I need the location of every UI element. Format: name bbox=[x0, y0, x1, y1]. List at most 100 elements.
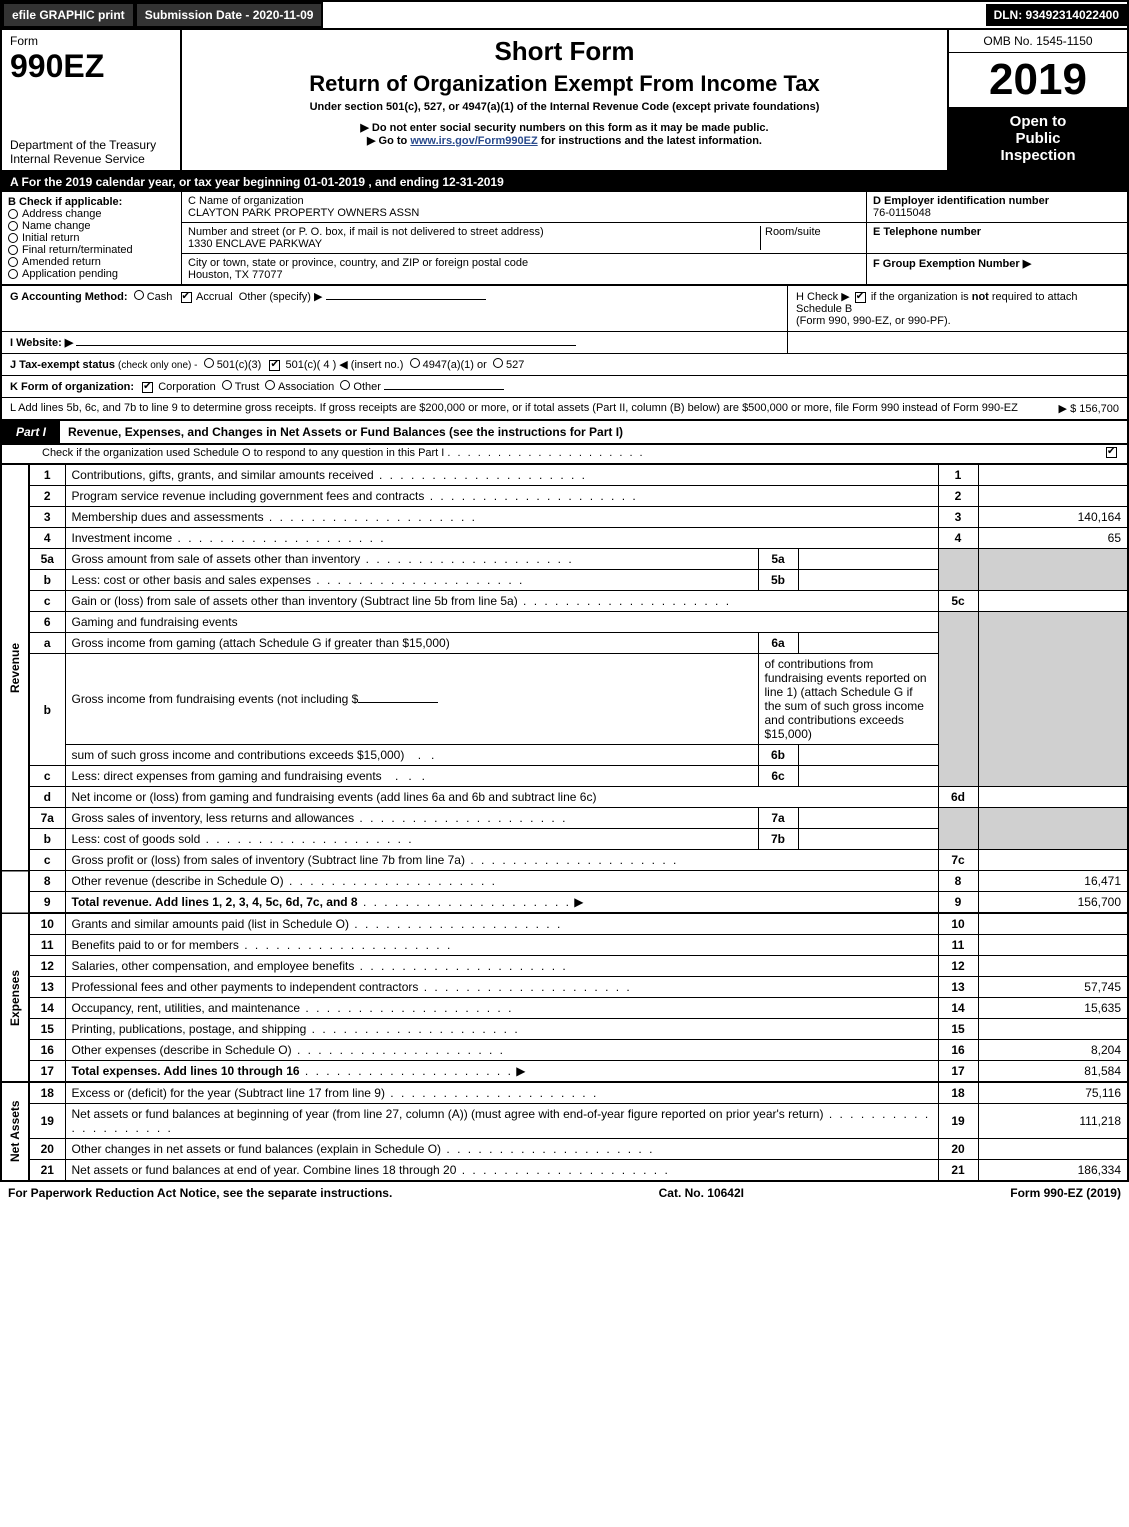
section-b: B Check if applicable: Address change Na… bbox=[2, 192, 182, 284]
b-header: B Check if applicable: bbox=[8, 196, 175, 208]
l-text: L Add lines 5b, 6c, and 7b to line 9 to … bbox=[10, 402, 1049, 415]
tax-year: 2019 bbox=[949, 53, 1127, 107]
line-13-desc: Professional fees and other payments to … bbox=[65, 977, 938, 998]
line-11-val bbox=[978, 935, 1128, 956]
g-cash[interactable]: Cash bbox=[147, 291, 173, 303]
line-7a-val bbox=[798, 808, 938, 829]
ssn-note: ▶ Do not enter social security numbers o… bbox=[192, 121, 937, 134]
line-20-val bbox=[978, 1139, 1128, 1160]
h-check[interactable] bbox=[855, 292, 866, 303]
h-not: not bbox=[972, 291, 989, 303]
net-assets-side-label: Net Assets bbox=[1, 1082, 29, 1181]
c-city-label: City or town, state or province, country… bbox=[188, 257, 860, 269]
line-6-num: 6 bbox=[29, 612, 65, 633]
open-line3: Inspection bbox=[955, 147, 1121, 164]
d-ein-label: D Employer identification number bbox=[873, 195, 1121, 207]
line-3-num: 3 bbox=[29, 507, 65, 528]
submission-date: Submission Date - 2020-11-09 bbox=[135, 2, 324, 28]
efile-print-button[interactable]: efile GRAPHIC print bbox=[2, 2, 135, 28]
line-18-desc: Excess or (deficit) for the year (Subtra… bbox=[65, 1082, 938, 1104]
line-13-num: 13 bbox=[29, 977, 65, 998]
j-4947[interactable]: 4947(a)(1) or bbox=[423, 359, 487, 371]
goto-post: for instructions and the latest informat… bbox=[541, 135, 762, 147]
line-12-num: 12 bbox=[29, 956, 65, 977]
org-city: Houston, TX 77077 bbox=[188, 269, 860, 281]
b-final-return[interactable]: Final return/terminated bbox=[8, 244, 175, 256]
b-initial-return[interactable]: Initial return bbox=[8, 232, 175, 244]
short-form-title: Short Form bbox=[192, 36, 937, 67]
j-small: (check only one) - bbox=[118, 360, 197, 371]
irs: Internal Revenue Service bbox=[10, 152, 172, 166]
k-assoc[interactable]: Association bbox=[278, 381, 334, 393]
line-10-desc: Grants and similar amounts paid (list in… bbox=[65, 913, 938, 935]
line-10-num: 10 bbox=[29, 913, 65, 935]
j-501c-check[interactable] bbox=[269, 360, 280, 371]
return-title: Return of Organization Exempt From Incom… bbox=[192, 71, 937, 97]
j-tax-exempt: J Tax-exempt status (check only one) - 5… bbox=[2, 354, 1127, 375]
line-6c-val bbox=[798, 766, 938, 787]
line-17-val: 81,584 bbox=[978, 1061, 1128, 1083]
c-name-label: C Name of organization bbox=[188, 195, 860, 207]
k-corp: Corporation bbox=[158, 381, 215, 393]
h-pre: H Check ▶ bbox=[796, 291, 853, 303]
i-website: I Website: ▶ bbox=[2, 332, 787, 353]
l-gross-receipts: L Add lines 5b, 6c, and 7b to line 9 to … bbox=[2, 398, 1127, 419]
line-12-desc: Salaries, other compensation, and employ… bbox=[65, 956, 938, 977]
line-5a-desc: Gross amount from sale of assets other t… bbox=[65, 549, 758, 570]
line-2-val bbox=[978, 486, 1128, 507]
line-4-val: 65 bbox=[978, 528, 1128, 549]
line-6a-num: a bbox=[29, 633, 65, 654]
line-5b-val bbox=[798, 570, 938, 591]
b-address-change[interactable]: Address change bbox=[8, 208, 175, 220]
line-6d-num: d bbox=[29, 787, 65, 808]
line-1-desc: Contributions, gifts, grants, and simila… bbox=[65, 465, 938, 486]
goto-note: ▶ Go to www.irs.gov/Form990EZ for instru… bbox=[192, 134, 937, 147]
line-14-desc: Occupancy, rent, utilities, and maintena… bbox=[65, 998, 938, 1019]
line-1-val bbox=[978, 465, 1128, 486]
f-group-label: F Group Exemption Number ▶ bbox=[873, 257, 1121, 270]
expenses-side-label: Expenses bbox=[1, 913, 29, 1082]
line-5c-num: c bbox=[29, 591, 65, 612]
j-527[interactable]: 527 bbox=[506, 359, 524, 371]
line-14-num: 14 bbox=[29, 998, 65, 1019]
line-6a-val bbox=[798, 633, 938, 654]
line-5a-val bbox=[798, 549, 938, 570]
b-application-pending[interactable]: Application pending bbox=[8, 268, 175, 280]
ein: 76-0115048 bbox=[873, 207, 1121, 219]
g-accrual: Accrual bbox=[196, 291, 233, 303]
line-3-desc: Membership dues and assessments bbox=[65, 507, 938, 528]
line-16-val: 8,204 bbox=[978, 1040, 1128, 1061]
line-3-val: 140,164 bbox=[978, 507, 1128, 528]
j-501c3[interactable]: 501(c)(3) bbox=[217, 359, 262, 371]
part1-check[interactable] bbox=[1106, 447, 1117, 458]
line-6a-desc: Gross income from gaming (attach Schedul… bbox=[65, 633, 758, 654]
b-amended-return[interactable]: Amended return bbox=[8, 256, 175, 268]
line-8-val: 16,471 bbox=[978, 871, 1128, 892]
k-corp-check[interactable] bbox=[142, 382, 153, 393]
line-18-val: 75,116 bbox=[978, 1082, 1128, 1104]
g-accrual-check[interactable] bbox=[181, 292, 192, 303]
goto-pre: ▶ Go to bbox=[367, 135, 410, 147]
k-form-org: K Form of organization: Corporation Trus… bbox=[2, 376, 1127, 397]
section-a: A For the 2019 calendar year, or tax yea… bbox=[0, 172, 1129, 286]
part1-tab: Part I bbox=[2, 421, 60, 443]
line-5-shade bbox=[938, 549, 978, 591]
line-7c-val bbox=[978, 850, 1128, 871]
dln: DLN: 93492314022400 bbox=[986, 4, 1127, 26]
line-6b-desc2: sum of such gross income and contributio… bbox=[65, 745, 758, 766]
line-15-num: 15 bbox=[29, 1019, 65, 1040]
g-other[interactable]: Other (specify) ▶ bbox=[239, 291, 323, 303]
form-number: 990EZ bbox=[10, 48, 172, 85]
k-other[interactable]: Other bbox=[353, 381, 381, 393]
line-19-num: 19 bbox=[29, 1104, 65, 1139]
line-7b-num: b bbox=[29, 829, 65, 850]
dept-treasury: Department of the Treasury bbox=[10, 138, 172, 152]
calendar-year-line: A For the 2019 calendar year, or tax yea… bbox=[2, 172, 1127, 192]
c-addr-label: Number and street (or P. O. box, if mail… bbox=[188, 226, 760, 238]
h-empty bbox=[787, 332, 1127, 353]
irs-link[interactable]: www.irs.gov/Form990EZ bbox=[410, 135, 537, 147]
line-11-num: 11 bbox=[29, 935, 65, 956]
b-name-change[interactable]: Name change bbox=[8, 220, 175, 232]
g-accounting: G Accounting Method: Cash Accrual Other … bbox=[2, 286, 787, 331]
k-trust[interactable]: Trust bbox=[235, 381, 260, 393]
